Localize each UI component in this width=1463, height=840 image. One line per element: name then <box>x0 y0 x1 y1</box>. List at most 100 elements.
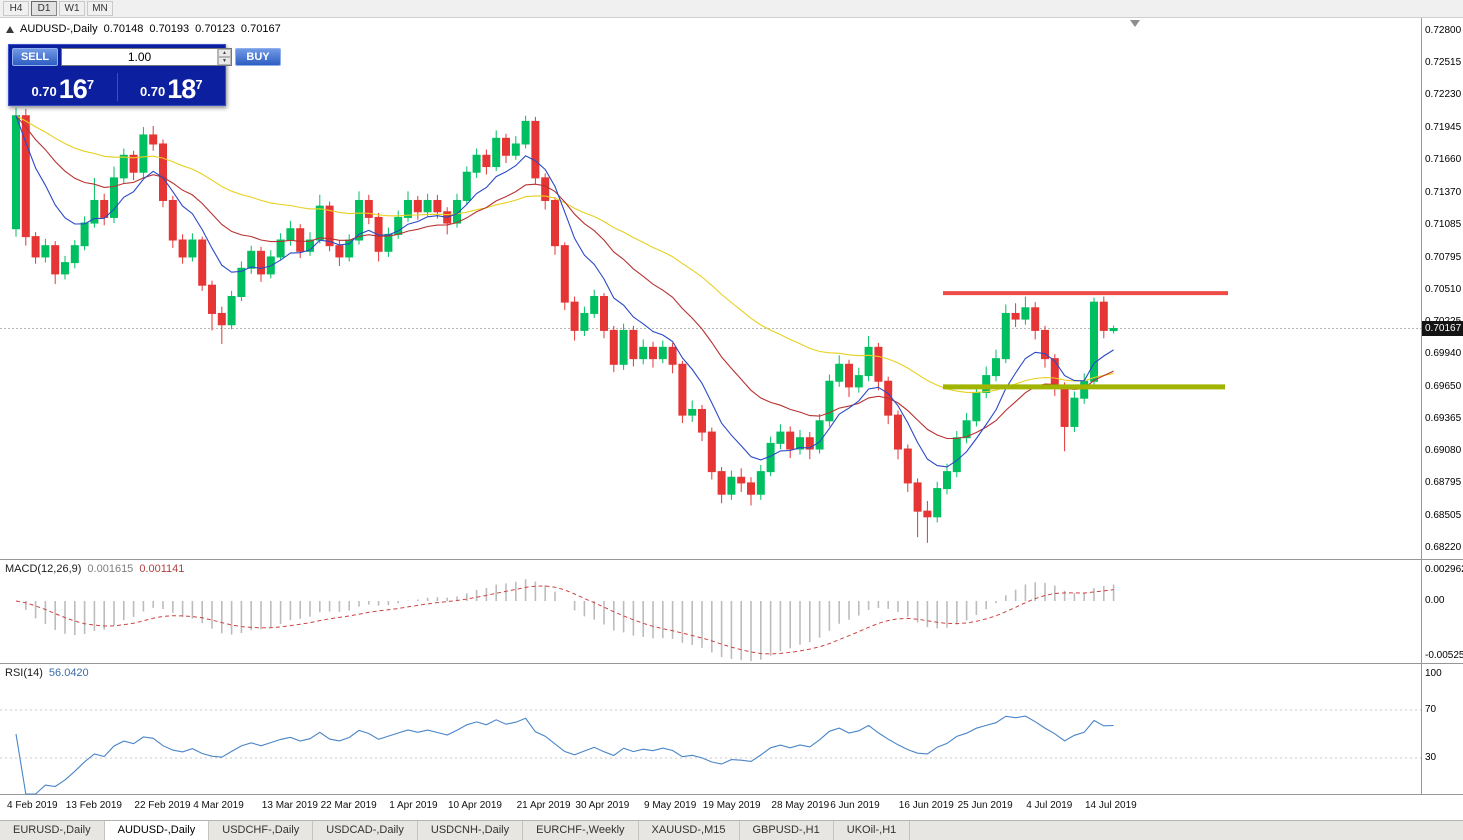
candle <box>845 359 853 398</box>
candle <box>913 478 922 538</box>
candle <box>1060 382 1069 452</box>
candle <box>492 130 501 172</box>
main-chart-panel[interactable]: AUDUSD-,Daily 0.70148 0.70193 0.70123 0.… <box>0 18 1463 560</box>
ma-fast-line <box>15 115 1114 468</box>
chart-shift-marker-icon[interactable] <box>1130 20 1140 27</box>
candle <box>511 136 520 160</box>
timeframe-button-h4[interactable]: H4 <box>3 1 29 16</box>
buy-price-base: 0.70 <box>139 84 166 99</box>
rsi-axis-label: 100 <box>1425 668 1442 679</box>
candle <box>31 232 40 264</box>
candle <box>658 340 667 364</box>
macd-axis-label: 0.00 <box>1425 595 1445 606</box>
candle <box>864 336 873 382</box>
buy-button[interactable]: BUY <box>235 48 281 66</box>
ma-mid-line <box>15 115 1114 440</box>
candle <box>423 193 432 217</box>
price-axis-label: 0.71660 <box>1425 153 1462 165</box>
rsi-chart-canvas[interactable] <box>0 664 1421 795</box>
one-click-toggle-icon[interactable] <box>6 25 14 33</box>
candle <box>227 290 236 330</box>
price-axis[interactable]: 0.72800 0.72515 0.72230 0.71945 0.71660 0.713… <box>1421 18 1463 559</box>
candle <box>1031 302 1040 340</box>
candle <box>835 355 844 387</box>
candle <box>119 148 128 184</box>
chart-tab-audusd[interactable]: AUDUSD-,Daily <box>104 821 210 840</box>
price-axis-label: 0.72230 <box>1425 89 1462 101</box>
volume-down-button[interactable]: ▼ <box>218 57 231 65</box>
volume-input[interactable] <box>62 49 217 65</box>
sell-button[interactable]: SELL <box>12 48 58 66</box>
candle <box>90 177 99 228</box>
macd-chart-canvas[interactable] <box>0 560 1421 664</box>
candle <box>903 444 912 492</box>
time-axis-label: 21 Apr 2019 <box>516 800 571 811</box>
macd-axis-label: -0.005255 <box>1425 649 1463 661</box>
candle <box>404 191 412 222</box>
candle <box>168 195 177 248</box>
price-axis-label: 0.69080 <box>1425 445 1462 457</box>
time-axis-label: 14 Jul 2019 <box>1085 800 1137 811</box>
macd-main-value: 0.001615 <box>87 563 134 575</box>
chart-tab-bar: EURUSD-,Daily AUDUSD-,Daily USDCHF-,Daily U… <box>0 820 1463 840</box>
candlestick-chart-canvas[interactable] <box>0 18 1421 560</box>
chart-tab-usdchf[interactable]: USDCHF-,Daily <box>209 821 314 840</box>
candles-layer <box>12 107 1118 543</box>
candle <box>1041 325 1049 368</box>
chart-tab-eurchf[interactable]: EURCHF-,Weekly <box>523 821 639 840</box>
price-axis-label: 0.68795 <box>1425 477 1462 489</box>
chart-tab-gbpusd[interactable]: GBPUSD-,H1 <box>740 821 834 840</box>
candle <box>12 107 20 237</box>
time-axis-label: 22 Mar 2019 <box>320 800 377 811</box>
candle <box>1050 354 1059 396</box>
candle <box>482 149 491 175</box>
candle <box>972 384 981 427</box>
sell-price-display[interactable]: 0.70 16 7 <box>9 69 117 105</box>
chart-tab-usdcnh[interactable]: USDCNH-,Daily <box>418 821 524 840</box>
chart-tab-eurusd[interactable]: EURUSD-,Daily <box>0 821 105 840</box>
timeframe-button-mn[interactable]: MN <box>87 1 113 16</box>
macd-signal-line <box>15 585 1114 655</box>
price-axis-label: 0.72515 <box>1425 57 1462 69</box>
candle <box>286 220 295 246</box>
chart-tab-usdcad[interactable]: USDCAD-,Daily <box>313 821 418 840</box>
buy-price-display[interactable]: 0.70 18 7 <box>118 69 226 105</box>
candle <box>198 236 207 291</box>
price-axis-label: 0.70225 <box>1425 316 1461 327</box>
rsi-panel[interactable]: RSI(14) 56.0420 100 70 30 <box>0 664 1463 795</box>
time-axis[interactable]: 4 Feb 2019 13 Feb 2019 22 Feb 2019 4 Mar 20… <box>0 795 1463 820</box>
candle <box>345 234 354 262</box>
chart-symbol-label: AUDUSD-,Daily <box>20 23 98 35</box>
trade-controls-row: SELL ▲ ▼ BUY <box>9 45 281 69</box>
timeframe-button-w1[interactable]: W1 <box>59 1 85 16</box>
candle <box>943 463 951 495</box>
candle <box>413 195 422 220</box>
candle <box>649 341 657 368</box>
rsi-axis-label: 70 <box>1425 704 1437 715</box>
time-axis-label: 13 Mar 2019 <box>261 800 318 811</box>
ohlc-high: 0.70193 <box>149 23 190 35</box>
macd-label: MACD(12,26,9) 0.001615 0.001141 <box>5 563 184 575</box>
candle <box>217 306 226 344</box>
chart-tab-xauusd[interactable]: XAUUSD-,M15 <box>639 821 740 840</box>
rsi-axis-label: 30 <box>1425 752 1437 763</box>
macd-panel[interactable]: MACD(12,26,9) 0.001615 0.001141 0.002962… <box>0 560 1463 664</box>
rsi-axis[interactable]: 100 70 30 <box>1421 664 1463 794</box>
candle <box>698 404 706 442</box>
trade-prices-row: 0.70 16 7 0.70 18 7 <box>9 69 225 105</box>
volume-up-button[interactable]: ▲ <box>218 49 231 57</box>
macd-axis[interactable]: 0.002962 0.00 -0.005255 <box>1421 560 1463 663</box>
candle <box>796 429 804 455</box>
time-axis-label: 19 May 2019 <box>702 800 761 811</box>
time-axis-label: 4 Mar 2019 <box>193 800 244 811</box>
candle <box>1070 391 1079 433</box>
chart-tab-ukoil[interactable]: UKOil-,H1 <box>834 821 911 840</box>
timeframe-button-d1[interactable]: D1 <box>31 1 57 16</box>
price-axis-label: 0.70510 <box>1425 283 1462 295</box>
ohlc-low: 0.70123 <box>195 23 235 35</box>
price-axis-label: 0.71085 <box>1425 218 1462 230</box>
rsi-label: RSI(14) 56.0420 <box>5 667 89 679</box>
candle <box>825 374 834 427</box>
candle <box>364 194 373 225</box>
candle <box>727 470 736 500</box>
